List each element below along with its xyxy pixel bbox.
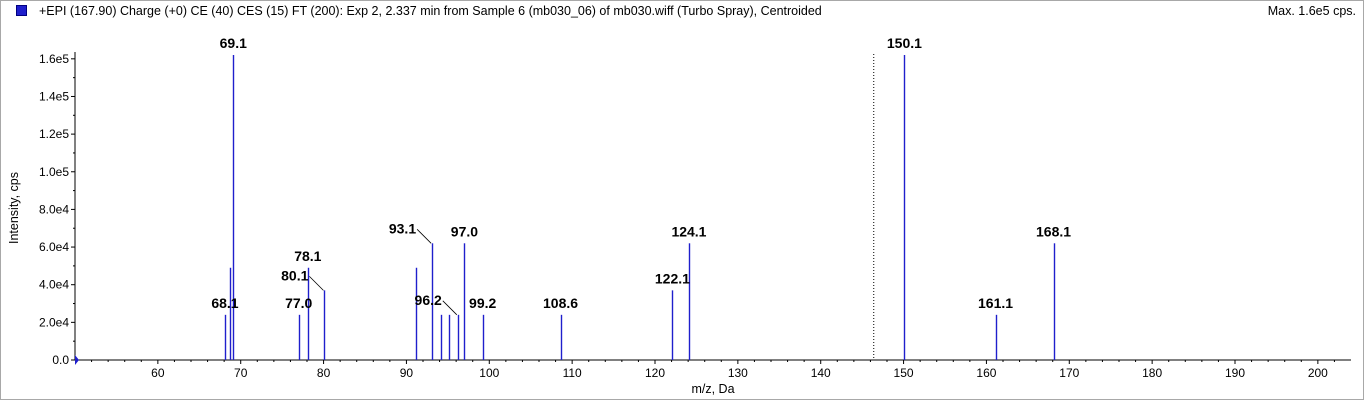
x-tick-label: 110 — [563, 366, 582, 380]
y-tick-label: 0.0 — [52, 353, 69, 367]
peak-label-leader — [442, 300, 458, 316]
x-tick-label: 60 — [151, 366, 165, 380]
series-legend-swatch[interactable] — [16, 5, 27, 16]
x-tick-label: 100 — [479, 366, 499, 380]
y-tick-label: 1.4e5 — [39, 89, 69, 103]
peak-label: 97.0 — [451, 223, 478, 239]
y-tick-label: 8.0e4 — [39, 202, 69, 216]
peak-label: 150.1 — [887, 35, 922, 51]
peak-label: 124.1 — [671, 223, 706, 239]
x-tick-label: 170 — [1059, 366, 1079, 380]
y-tick-label: 1.0e5 — [39, 165, 69, 179]
x-tick-label: 190 — [1225, 366, 1245, 380]
x-tick-label: 70 — [234, 366, 248, 380]
spectrum-header-title: +EPI (167.90) Charge (+0) CE (40) CES (1… — [39, 4, 822, 18]
x-tick-label: 180 — [1142, 366, 1162, 380]
peak-label: 168.1 — [1036, 223, 1071, 239]
peak-label: 108.6 — [543, 295, 578, 311]
peak-label: 161.1 — [978, 295, 1013, 311]
x-tick-label: 160 — [976, 366, 996, 380]
x-tick-label: 80 — [317, 366, 331, 380]
y-tick-label: 1.6e5 — [39, 52, 69, 66]
y-axis-title: Intensity, cps — [7, 172, 21, 244]
peak-label-leader — [416, 229, 432, 244]
peak-label: 68.1 — [211, 295, 238, 311]
peak-label-leader — [309, 276, 324, 291]
origin-marker-icon[interactable] — [75, 355, 79, 365]
peak-label: 93.1 — [389, 220, 416, 236]
plot-marks — [224, 54, 1056, 360]
max-intensity-label: Max. 1.6e5 cps. — [1267, 4, 1356, 18]
peak-label: 78.1 — [294, 248, 321, 264]
x-axis-title: m/z, Da — [691, 382, 734, 396]
y-tick-label: 6.0e4 — [39, 240, 69, 254]
peak-label: 69.1 — [220, 35, 247, 51]
peak-label: 96.2 — [415, 292, 442, 308]
y-tick-label: 2.0e4 — [39, 315, 69, 329]
plot-axes: 0.0 2.0e4 4.0e4 6.0e4 8.0e4 1.0e5 1.2e5 1.4e5 1.… — [39, 52, 1351, 380]
peak-label: 77.0 — [285, 295, 312, 311]
peak-label: 80.1 — [281, 267, 308, 283]
x-tick-label: 130 — [728, 366, 748, 380]
x-tick-label: 140 — [811, 366, 831, 380]
y-tick-label: 4.0e4 — [39, 278, 69, 292]
plot-peak-labels: 69.1 68.1 78.1 77.0 80.1 93.1 97.0 96.2 99.2 108.… — [211, 35, 1071, 316]
x-tick-label: 90 — [400, 366, 414, 380]
x-tick-label: 120 — [645, 366, 665, 380]
y-tick-label: 1.2e5 — [39, 127, 69, 141]
x-tick-label: 150 — [894, 366, 914, 380]
x-tick-label: 200 — [1308, 366, 1328, 380]
peak-label: 122.1 — [655, 270, 690, 286]
peak-label: 99.2 — [469, 295, 496, 311]
